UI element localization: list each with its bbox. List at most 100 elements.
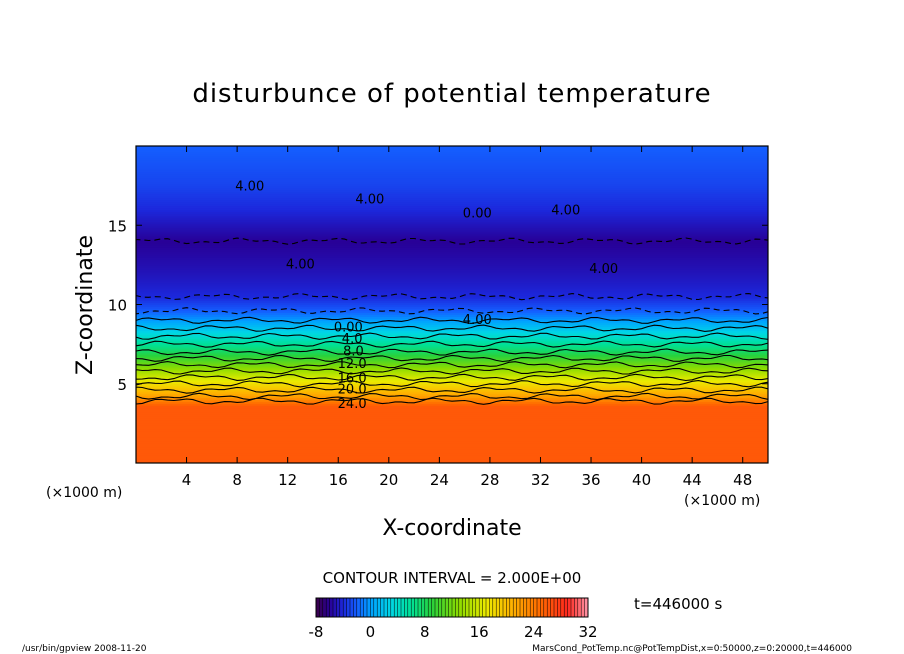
contour-label: 20.0	[338, 383, 367, 398]
field-band	[136, 251, 768, 254]
colorbar-segment	[350, 598, 354, 617]
field-band	[136, 397, 768, 401]
colorbar-segment	[452, 598, 456, 617]
field-band	[136, 324, 768, 327]
colorbar-segment	[435, 598, 439, 617]
colorbar-segment	[377, 598, 381, 617]
colorbar-segment	[353, 598, 358, 617]
field-band	[136, 247, 768, 250]
field-band	[136, 336, 768, 339]
field-band	[136, 239, 768, 242]
field-band	[136, 361, 768, 365]
contour-label: 4.00	[235, 180, 264, 195]
field-band	[136, 369, 768, 373]
field-band	[136, 385, 768, 389]
colorbar-segment	[567, 598, 572, 617]
colorbar-segment	[462, 598, 466, 617]
field-band	[136, 453, 768, 456]
contour-line	[136, 307, 768, 315]
colorbar-segment	[360, 598, 364, 617]
colorbar	[315, 597, 589, 618]
field-band	[136, 173, 768, 177]
colorbar-segment	[520, 598, 524, 617]
colorbar-segment	[581, 598, 585, 617]
contour-line	[136, 380, 768, 388]
field-band	[136, 381, 768, 385]
colorbar-segment	[465, 598, 470, 617]
field-band	[136, 260, 768, 264]
colorbar-tick-label: -8	[309, 623, 324, 641]
field-band	[136, 249, 768, 252]
field-band	[136, 197, 768, 201]
colorbar-frame	[315, 597, 589, 618]
field-band	[136, 332, 768, 335]
x-axis: 4 8 12 16 20 24 28 32 36 40 44 48	[182, 146, 752, 489]
field-band	[136, 225, 768, 228]
colorbar-segment	[336, 598, 341, 617]
colorbar-segment	[506, 598, 511, 617]
x-tick-label: 4	[182, 471, 192, 489]
field-band	[136, 373, 768, 377]
field-band	[136, 413, 768, 417]
colorbar-segment	[326, 598, 330, 617]
field-band	[136, 312, 768, 316]
contour-line	[136, 386, 768, 394]
colorbar-segment	[438, 598, 443, 617]
field-band	[136, 187, 768, 191]
colorbar-segment	[482, 598, 487, 617]
colorbar-segment	[550, 598, 555, 617]
field-band	[136, 223, 768, 226]
y-axis-title: Z-coordinate	[73, 235, 98, 375]
colorbar-segment	[428, 598, 432, 617]
colorbar-tick-label: 32	[578, 623, 597, 641]
field-band	[136, 425, 768, 428]
colorbar-segment	[475, 598, 480, 617]
colorbar-segment	[343, 598, 347, 617]
y-tick-label: 5	[117, 376, 127, 394]
field-band	[136, 161, 768, 165]
colorbar-segment	[584, 598, 589, 617]
field-band	[136, 383, 768, 387]
field-band	[136, 215, 768, 218]
field-band	[136, 387, 768, 391]
field-band	[136, 231, 768, 234]
field-band	[136, 445, 768, 448]
field-band	[136, 167, 768, 171]
colorbar-segment	[523, 598, 528, 617]
field-band	[136, 171, 768, 175]
colorbar-segment	[441, 598, 446, 617]
field-band	[136, 205, 768, 209]
colorbar-segment	[577, 598, 582, 617]
colorbar-segment	[356, 598, 361, 617]
field-band	[136, 266, 768, 270]
x-unit-left: (×1000 m)	[46, 485, 122, 501]
field-band	[136, 302, 768, 306]
field-band	[136, 288, 768, 292]
x-tick-label: 20	[379, 471, 398, 489]
colorbar-segment	[421, 598, 426, 617]
colorbar-segment	[404, 598, 409, 617]
field-band	[136, 356, 768, 359]
colorbar-segment	[380, 598, 385, 617]
field-band	[136, 377, 768, 381]
colorbar-segment	[367, 598, 371, 617]
colorbar-segment	[496, 598, 500, 617]
colorbar-segment	[560, 598, 565, 617]
field-band	[136, 185, 768, 189]
field-band	[136, 146, 768, 149]
field-band	[136, 256, 768, 260]
field-band	[136, 282, 768, 286]
field-band	[136, 314, 768, 317]
colorbar-tick-label: 24	[524, 623, 543, 641]
field-band	[136, 459, 768, 462]
field-band	[136, 245, 768, 248]
x-unit-right: (×1000 m)	[684, 493, 760, 509]
field-band	[136, 350, 768, 353]
field-band	[136, 191, 768, 195]
contour-label: 0.00	[463, 207, 492, 222]
x-tick-label: 24	[430, 471, 449, 489]
time-label: t=446000 s	[634, 595, 722, 613]
colorbar-segment	[564, 598, 568, 617]
field-band	[136, 401, 768, 405]
field-band	[136, 346, 768, 349]
